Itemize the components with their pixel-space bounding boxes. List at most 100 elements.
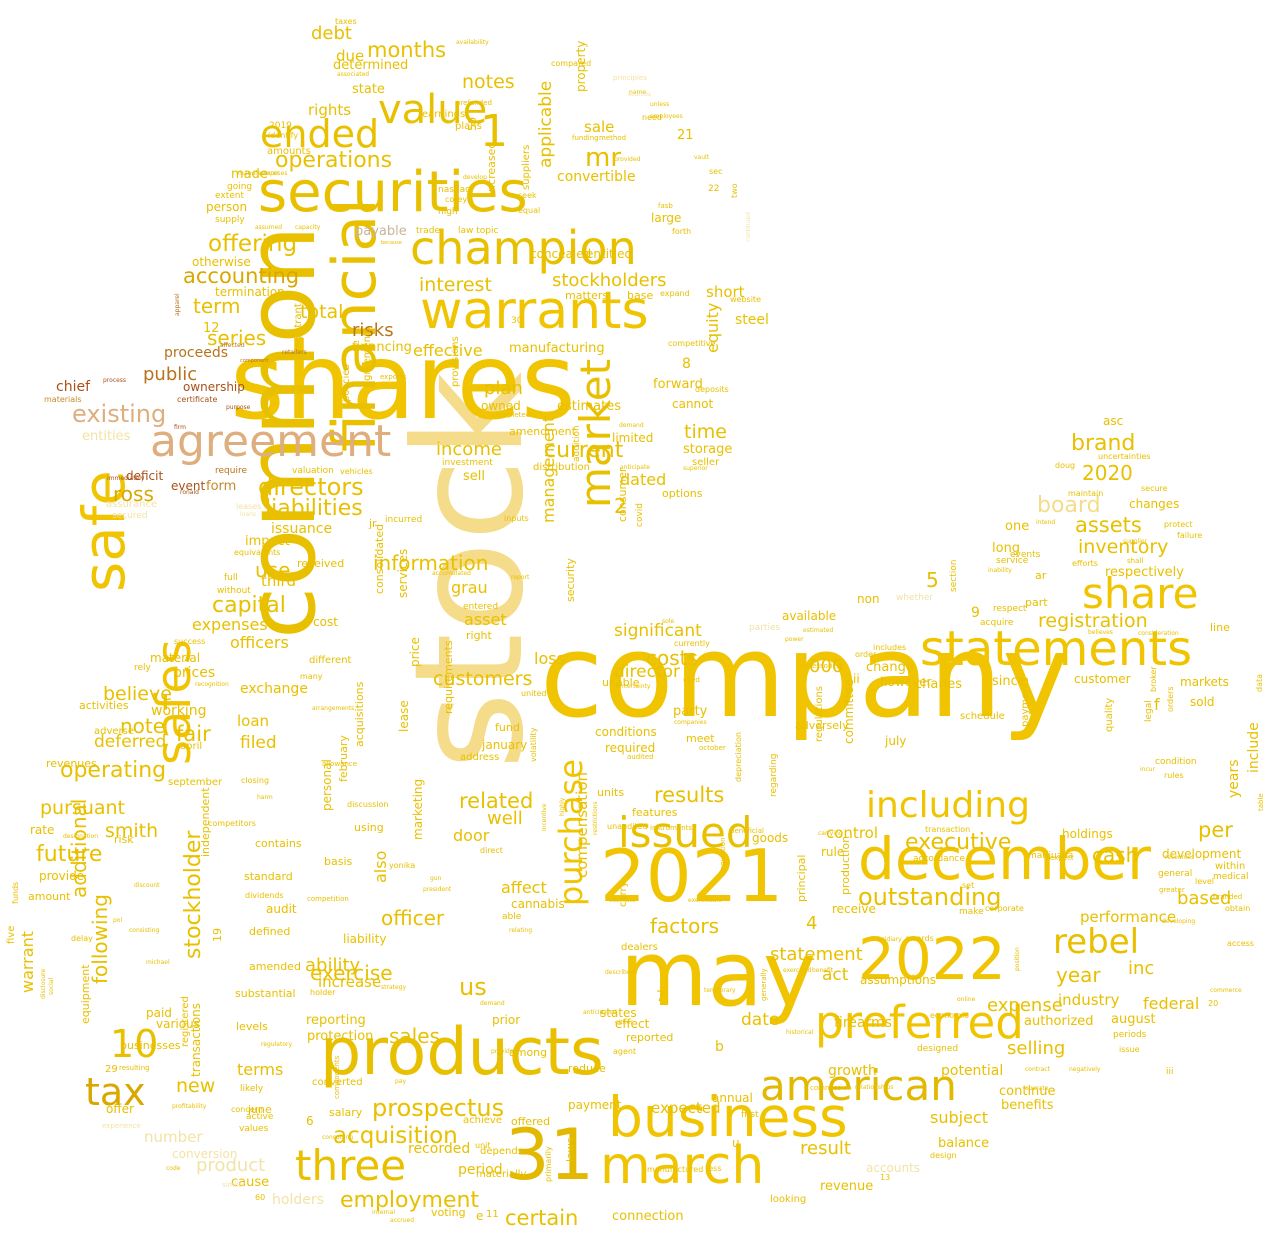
word-include: include [1246,722,1262,773]
word-goods: goods [752,831,789,845]
word-customers: customers [433,668,533,690]
word-manufacturing: manufacturing [509,341,605,356]
word-parties: parties [749,623,781,633]
word-rebel: rebel [1053,922,1140,962]
word-changes: changes [1129,497,1180,511]
word-apparel: apparel [174,293,181,317]
word-manufacturer: manufacturer [238,170,279,177]
word-available: available [782,609,837,623]
word-competitors: competitors [208,819,256,828]
word-funds: funds [11,881,20,904]
word-7: 7 [656,989,665,1005]
word-failure: failure [1177,531,1203,540]
word-years: years [1226,759,1242,798]
word-sold: sold [1190,695,1215,709]
word-director: director [614,662,680,682]
word-exchange: exchange [240,681,308,697]
word-conditions: conditions [595,725,657,739]
word-depreciation: depreciation [734,731,743,782]
word-growth: growth [828,1063,877,1079]
word-ended: ended [260,112,380,156]
word-profitability: profitability [172,1103,207,1110]
word-regulation: regulation [719,837,727,874]
word-consolidated: consolidated [373,524,386,595]
word-able: able [502,912,522,922]
word-relating: relating [509,927,533,934]
word-december: december [858,825,1151,893]
word-may: may [620,922,817,1027]
word-value: value [378,87,488,133]
word-well: well [487,808,523,829]
word-incentive: incentive [541,803,548,832]
word-access: access [1227,939,1254,948]
word-sale: sale [584,118,615,136]
word-loss: loss [534,649,565,668]
word-months: months [367,38,447,62]
word-22: 22 [708,184,720,194]
word-principal: principal [795,854,808,903]
word-liability: liability [343,932,387,946]
word-date: date [741,1010,780,1030]
word-event: event [171,479,206,493]
word-continued: continued [745,212,752,243]
word-door: door [453,826,490,845]
word-asset: asset [464,610,507,629]
word-plans: plans [455,121,482,132]
word-000: 000 [809,656,844,677]
word-principles: principles [613,74,647,82]
word-completed: completed [493,411,531,419]
word-assurance: assurance [106,499,158,510]
word-cause: cause [231,1175,270,1190]
word-purposes: purposes [260,170,288,177]
word-general: general [1158,869,1193,879]
word-power: power [785,636,804,643]
word-termination: termination [215,285,285,299]
word-doug: doug [1055,461,1076,470]
word-medical: medical [1213,872,1249,882]
word-made: made [231,167,268,182]
word-amendment: amendment [509,425,576,438]
word-however: however [880,675,932,689]
word-form: form [206,479,237,494]
word-temporary: temporary [704,987,736,994]
word-unless: unless [650,101,670,108]
word-result: result [800,1138,851,1159]
word-chief: chief [56,379,91,395]
word-series: series [207,326,267,350]
word-first: first [741,1110,759,1120]
word-9: 9 [971,605,980,621]
word-vehicles: vehicles [340,467,373,476]
word-selling: selling [1007,1038,1066,1059]
word-suppliers: suppliers [521,144,532,190]
word-due: due [336,47,365,65]
word-inc: inc [1128,958,1155,979]
word-rate: rate [30,823,55,837]
word-covid: covid [635,502,645,527]
word-january: january [482,738,528,752]
word-acquire: acquire [980,618,1014,628]
word-competitive: competitive [668,339,716,348]
word-units: units [597,786,625,799]
word-make: make [959,907,984,917]
word-grau: grau [451,578,488,597]
word-march: march [600,1136,765,1196]
word-charles: charles [915,677,963,692]
word-operating: operating [60,758,167,783]
word-balance: balance [938,1136,990,1151]
word-obtain: obtain [1225,904,1251,913]
word-cannot: cannot [672,397,714,411]
word-security: security [564,558,577,603]
word-highly: highly [559,797,566,817]
word-business: business [608,1085,848,1149]
word-exercise: exercise [310,961,393,985]
word-applicable: applicable [536,81,556,169]
word-design: design [930,1151,957,1160]
word-assets: assets [1075,513,1142,537]
word-issue: issue [1119,1045,1140,1054]
word-immediately: immediately [107,475,145,482]
word-receive: receive [832,902,876,916]
word-number: number [144,1128,203,1146]
word-unable: unable [602,676,640,689]
word-active: active [246,1112,274,1122]
word-within: within [1215,861,1246,872]
